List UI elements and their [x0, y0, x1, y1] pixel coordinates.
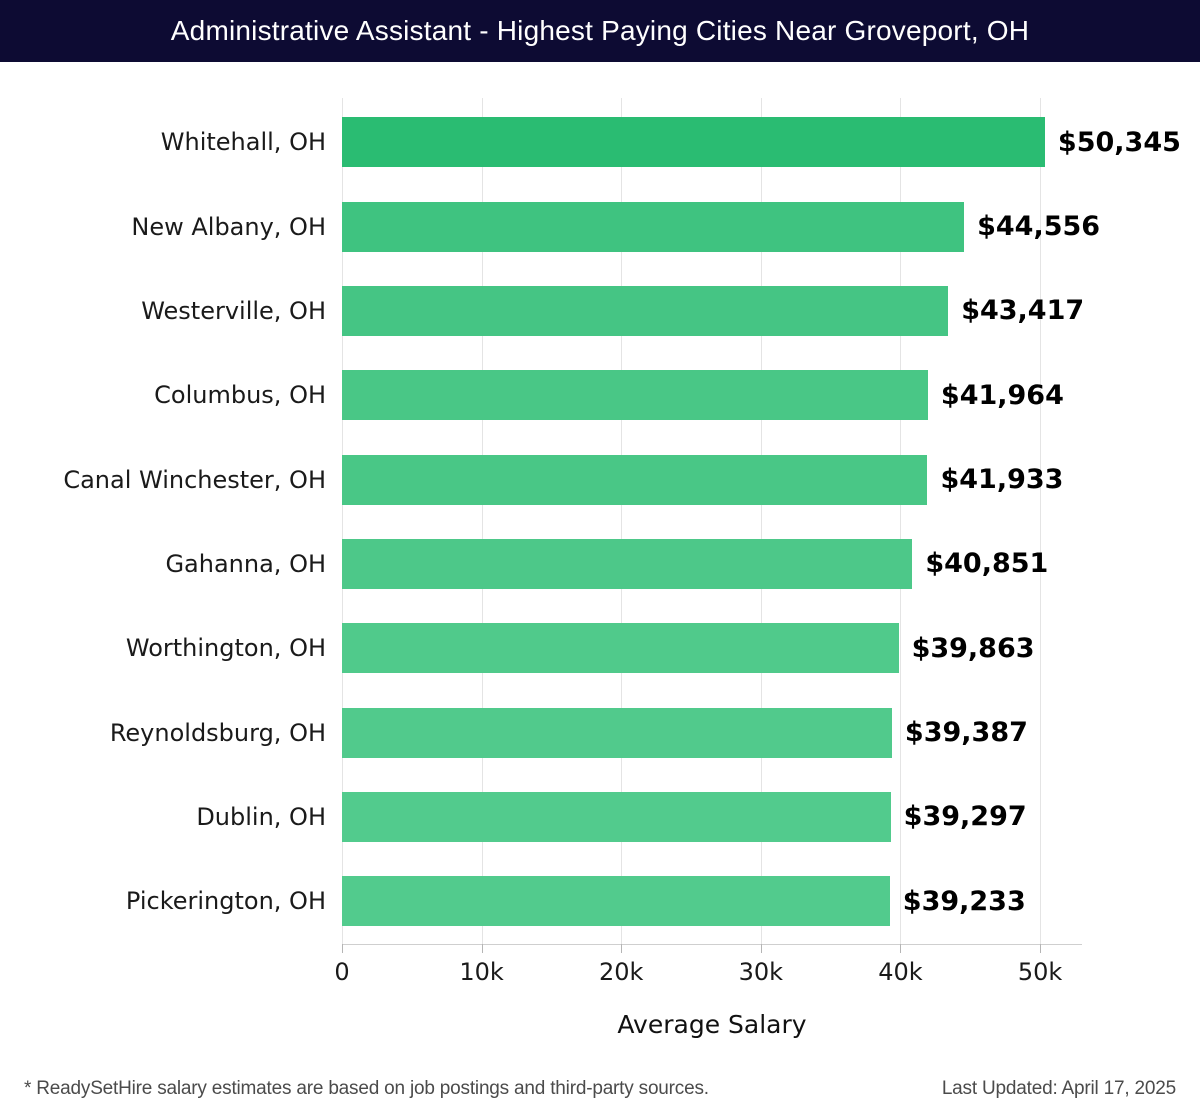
- bar: [342, 117, 1045, 168]
- bar-category-label: Canal Winchester, OH: [63, 465, 326, 494]
- bar-value-label: $40,851: [925, 548, 1049, 580]
- x-axis-tick: [1040, 944, 1042, 953]
- x-axis-tick-label: 10k: [459, 958, 504, 986]
- plot-area: [342, 98, 1082, 953]
- x-axis-line: [342, 944, 1082, 945]
- bar-value-label: $39,297: [903, 801, 1027, 833]
- bar-category-label: Worthington, OH: [125, 634, 326, 663]
- bar-category-label: Gahanna, OH: [165, 549, 326, 578]
- bar: [342, 201, 965, 252]
- bar-category-label: Columbus, OH: [154, 381, 326, 410]
- bar-value-label: $39,387: [904, 717, 1028, 748]
- bar-category-label: Reynoldsburg, OH: [109, 718, 326, 747]
- x-axis-tick-label: 30k: [738, 958, 784, 986]
- bar: [342, 623, 899, 674]
- x-axis-tick: [481, 944, 483, 953]
- x-axis-tick: [342, 944, 343, 953]
- x-axis-title: Average Salary: [617, 1010, 807, 1039]
- gridline: [760, 98, 762, 944]
- bar-value-label: $44,556: [977, 211, 1101, 243]
- bar-category-label: Pickerington, OH: [125, 887, 326, 916]
- x-axis-tick: [760, 944, 762, 953]
- bar: [342, 370, 928, 421]
- x-axis-tick-label: 0: [334, 958, 350, 986]
- bar: [342, 285, 949, 336]
- bar-category-label: New Albany, OH: [131, 212, 326, 241]
- bar: [342, 707, 892, 758]
- chart-title: Administrative Assistant - Highest Payin…: [170, 15, 1030, 46]
- bar-category-label: Westerville, OH: [141, 296, 326, 325]
- bar-value-label: $41,964: [940, 379, 1064, 411]
- x-axis-tick: [621, 944, 623, 953]
- bar-value-label: $43,417: [961, 295, 1085, 327]
- x-axis-tick-label: 50k: [1017, 958, 1063, 986]
- title-bar: Administrative Assistant - Highest Payin…: [0, 0, 1200, 62]
- gridline: [1040, 98, 1042, 944]
- footer: * ReadySetHire salary estimates are base…: [0, 1078, 1200, 1100]
- gridline: [342, 98, 343, 944]
- footer-note: * ReadySetHire salary estimates are base…: [24, 1078, 709, 1099]
- gridline: [481, 98, 483, 944]
- footer-last-updated: Last Updated: April 17, 2025: [941, 1078, 1176, 1099]
- x-axis-tick-label: 40k: [878, 958, 923, 986]
- bar-category-label: Whitehall, OH: [160, 128, 326, 157]
- bar: [342, 538, 913, 589]
- bar-value-label: $39,233: [902, 885, 1026, 917]
- bar: [342, 791, 891, 842]
- bar-category-label: Dublin, OH: [196, 802, 326, 831]
- gridline: [900, 98, 902, 944]
- bar: [342, 876, 890, 927]
- gridline: [621, 98, 623, 944]
- bar-value-label: $39,863: [911, 632, 1035, 664]
- bar: [342, 454, 928, 505]
- bar-value-label: $41,933: [940, 464, 1064, 496]
- x-axis-tick-label: 20k: [599, 958, 644, 986]
- x-axis-tick: [900, 944, 902, 953]
- bar-value-label: $50,345: [1057, 126, 1181, 158]
